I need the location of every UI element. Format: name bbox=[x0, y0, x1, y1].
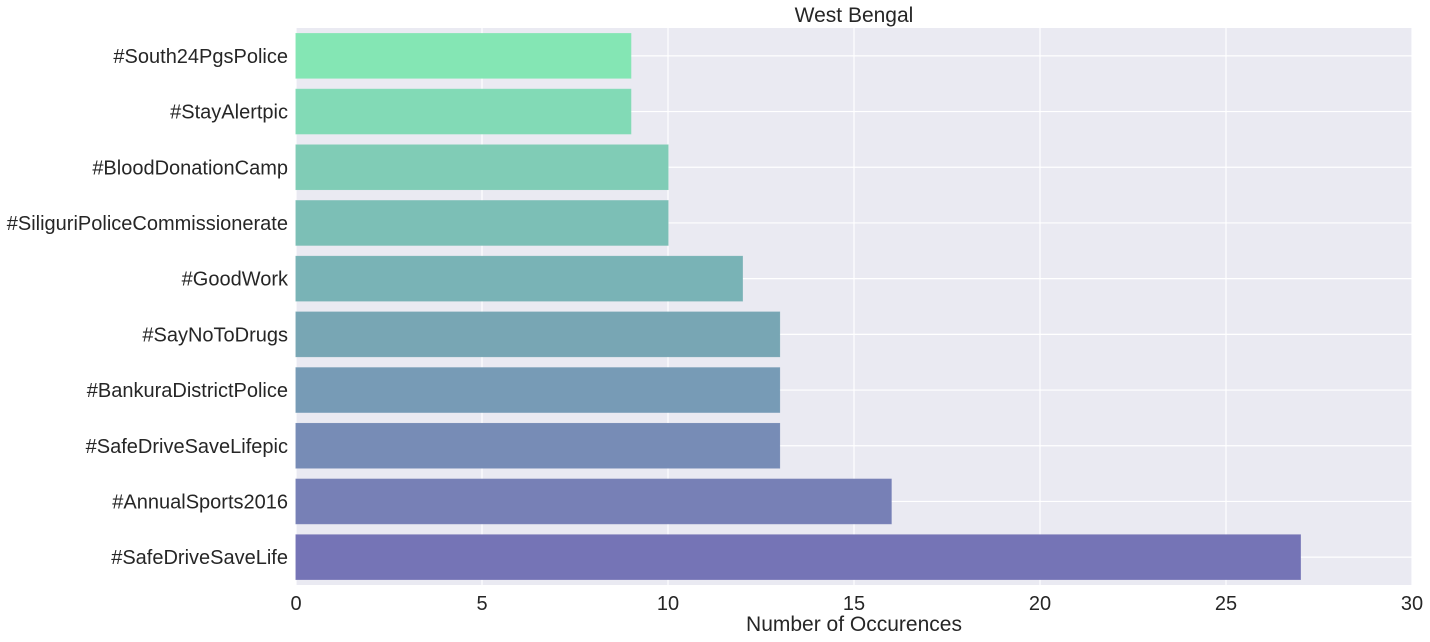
x-tick-label: 20 bbox=[1029, 593, 1051, 615]
bar bbox=[295, 478, 892, 525]
bars-group bbox=[295, 33, 1301, 580]
y-tick-label: #SiliguriPoliceCommissionerate bbox=[7, 213, 288, 235]
chart-title: West Bengal bbox=[795, 4, 914, 27]
bar bbox=[295, 422, 781, 469]
y-tick-label: #BloodDonationCamp bbox=[92, 157, 288, 179]
y-axis-ticks: #SafeDriveSaveLife #AnnualSports2016 #Safe… bbox=[7, 46, 289, 569]
bar bbox=[295, 200, 669, 246]
bar bbox=[295, 144, 669, 191]
bar bbox=[295, 367, 781, 413]
x-tick-label: 15 bbox=[843, 593, 865, 615]
x-tick-label: 0 bbox=[290, 593, 301, 615]
x-tick-label: 10 bbox=[657, 593, 679, 615]
bar bbox=[295, 311, 781, 358]
x-tick-label: 5 bbox=[476, 593, 487, 615]
y-tick-label: #GoodWork bbox=[182, 269, 289, 291]
y-tick-label: #SafeDriveSaveLifepic bbox=[86, 436, 288, 458]
y-tick-label: #SafeDriveSaveLife bbox=[111, 547, 288, 569]
x-tick-label: 30 bbox=[1401, 593, 1423, 615]
x-tick-label: 25 bbox=[1215, 593, 1237, 615]
bar bbox=[295, 88, 632, 135]
y-tick-label: #BankuraDistrictPolice bbox=[87, 380, 288, 402]
bar bbox=[295, 534, 1301, 580]
y-tick-label: #AnnualSports2016 bbox=[112, 491, 288, 513]
x-axis-label: Number of Occurences bbox=[746, 613, 962, 636]
x-axis-ticks: 0 5 10 15 20 25 30 bbox=[290, 593, 1423, 615]
bar bbox=[295, 255, 743, 302]
y-tick-label: #StayAlertpic bbox=[170, 102, 288, 124]
bar bbox=[295, 33, 632, 79]
y-tick-label: #South24PgsPolice bbox=[113, 46, 288, 68]
y-tick-label: #SayNoToDrugs bbox=[142, 324, 288, 346]
